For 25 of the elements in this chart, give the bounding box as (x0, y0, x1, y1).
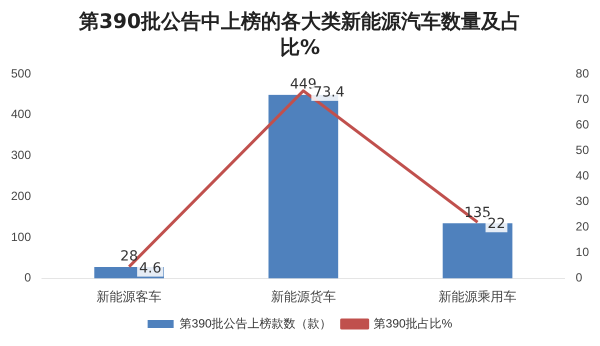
y2-tick-label: 30 (576, 194, 590, 208)
y-tick-label: 500 (10, 66, 32, 80)
y-tick-label: 300 (10, 148, 32, 162)
y2-tick-label: 60 (576, 117, 590, 132)
y-tick-label: 100 (10, 230, 32, 244)
y2-tick-label: 10 (576, 245, 590, 260)
data-label: 73.4 (313, 84, 345, 101)
data-label: 4.6 (139, 260, 162, 276)
data-label: 22 (488, 216, 506, 232)
y2-tick-label: 80 (576, 66, 590, 80)
y-tick-label: 200 (10, 188, 32, 203)
x-tick-label: 新能源乘用车 (438, 288, 517, 304)
y2-tick-label: 50 (576, 142, 590, 157)
legend-label: 第390批公告上榜款数（款） (180, 316, 332, 330)
y-tick-label: 0 (24, 270, 32, 285)
y2-tick-label: 70 (576, 92, 590, 106)
chart-title: 第390批公告中上榜的各大类新能源汽车数量及占比% (78, 8, 522, 60)
x-tick-label: 新能源货车 (270, 288, 336, 304)
y-tick-label: 400 (10, 107, 32, 122)
legend-label: 第390批占比% (374, 316, 453, 330)
x-tick-label: 新能源客车 (96, 288, 162, 304)
y2-tick-label: 0 (576, 270, 583, 285)
data-label: 28 (120, 248, 138, 265)
y2-tick-label: 40 (576, 168, 590, 183)
y2-tick-label: 20 (576, 220, 590, 234)
